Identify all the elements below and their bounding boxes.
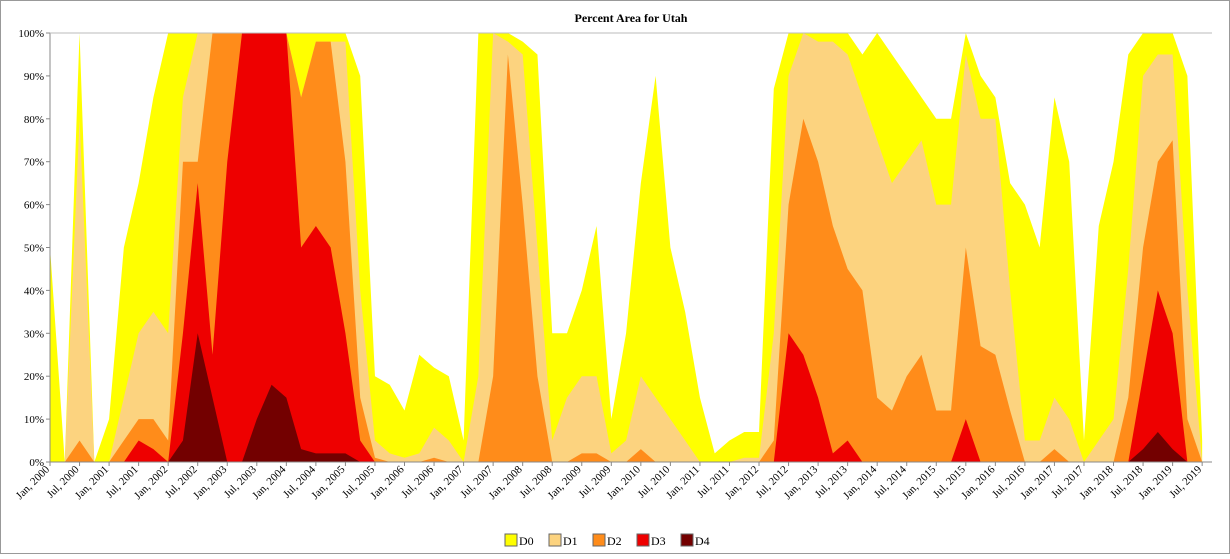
y-tick-label: 20% — [24, 371, 44, 383]
chart-title: Percent Area for Utah — [575, 11, 688, 25]
y-tick-label: 40% — [24, 285, 44, 297]
legend-label: D2 — [607, 534, 622, 548]
area — [50, 33, 1203, 462]
y-tick-label: 70% — [24, 157, 44, 169]
y-tick-label: 30% — [24, 328, 44, 340]
y-tick-label: 60% — [24, 200, 44, 212]
legend-label: D1 — [563, 534, 578, 548]
legend-label: D3 — [651, 534, 666, 548]
legend-label: D0 — [519, 534, 534, 548]
area — [50, 333, 1203, 462]
legend-label: D4 — [695, 534, 710, 548]
legend-swatch — [592, 533, 606, 547]
legend-swatch — [504, 533, 518, 547]
y-tick-label: 90% — [24, 71, 44, 83]
legend-swatch — [548, 533, 562, 547]
y-tick-label: 80% — [24, 114, 44, 126]
y-tick-label: 100% — [18, 28, 44, 40]
y-tick-label: 50% — [24, 243, 44, 255]
y-tick-label: 10% — [24, 414, 44, 426]
y-tick-label: 0% — [29, 457, 44, 469]
legend-swatch — [636, 533, 650, 547]
legend-swatch — [680, 533, 694, 547]
